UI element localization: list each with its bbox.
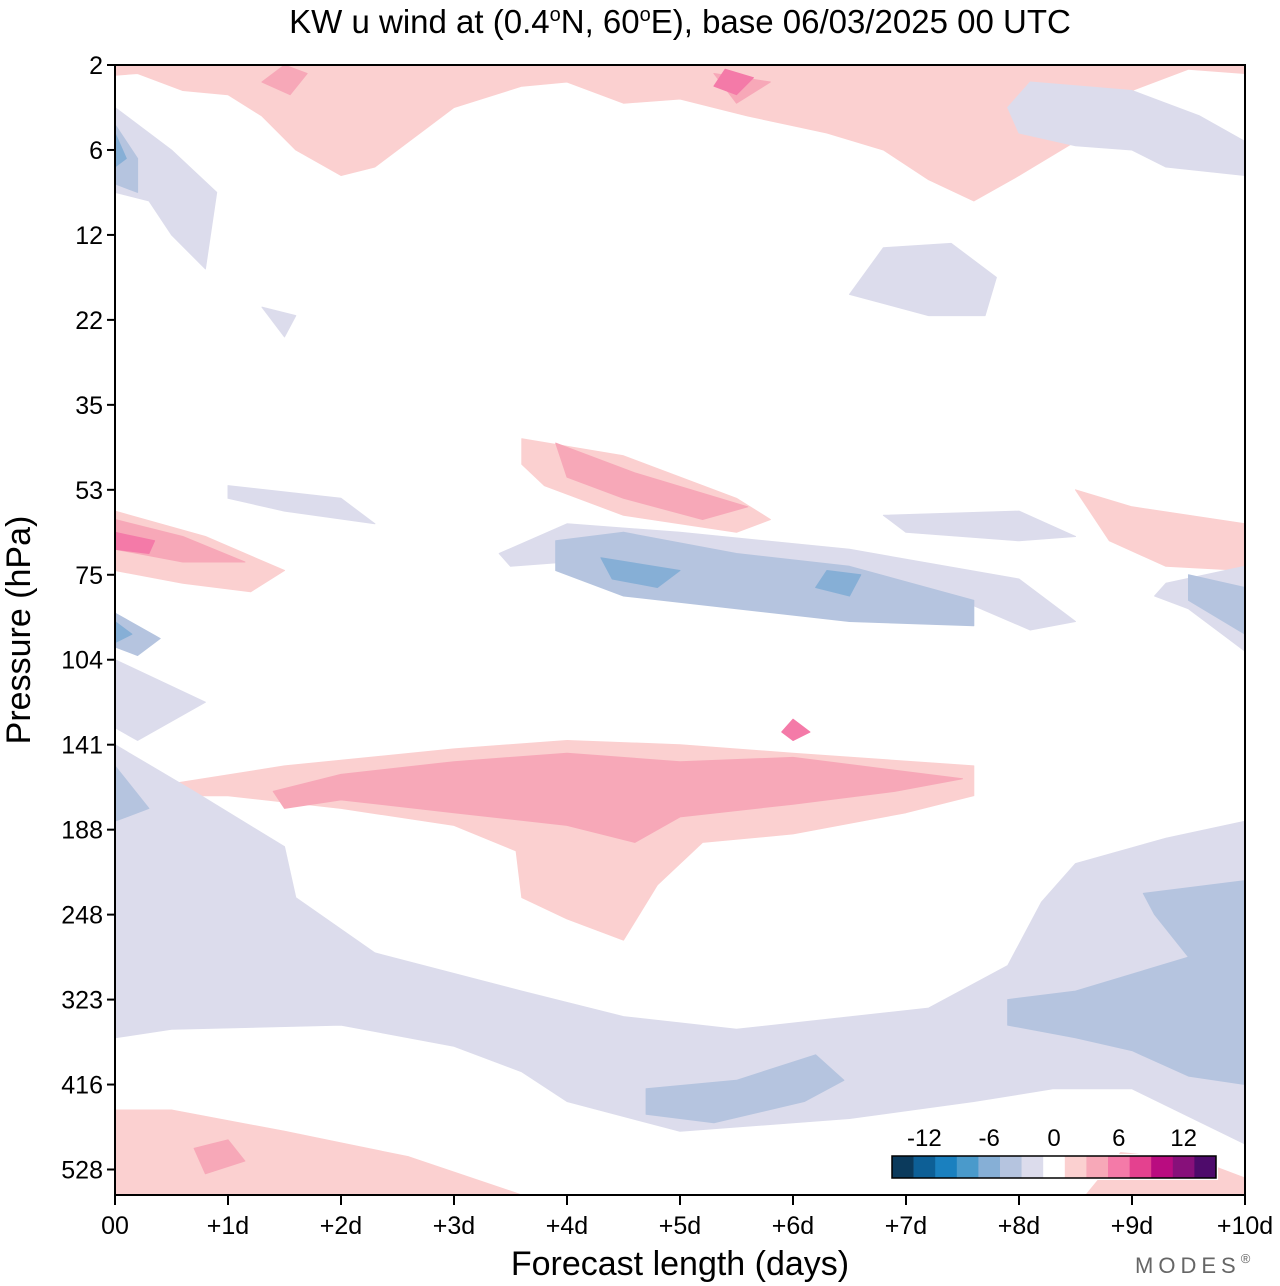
negative-anomaly-level-2-region-3 — [1007, 880, 1245, 1085]
x-tick-label: +1d — [207, 1212, 249, 1240]
colorbar-swatch — [1064, 1156, 1087, 1178]
x-tick-label: +10d — [1217, 1212, 1273, 1240]
negative-anomaly-level-1-region-1 — [115, 744, 1245, 1145]
svg-text:MODES®: MODES® — [1135, 1251, 1251, 1278]
x-axis: 00 +1d +2d +3d +4d +5d +6d +7d +8d +9d +10d — [101, 1195, 1273, 1240]
positive-anomaly-level-2-region-0 — [272, 752, 963, 843]
x-tick-label: +3d — [433, 1212, 475, 1240]
negative-anomaly-level-2-region-4 — [645, 1054, 845, 1124]
colorbar-label: -6 — [979, 1125, 1000, 1152]
colorbar-swatch — [1172, 1156, 1195, 1178]
y-tick-label: 104 — [61, 647, 103, 675]
y-tick-label: 22 — [75, 307, 103, 335]
positive-anomaly-level-3-region-2 — [781, 718, 811, 741]
negative-anomaly-level-1-region-4 — [882, 510, 1076, 542]
colorbar-swatch — [913, 1156, 936, 1178]
negative-anomaly-level-1-region-3 — [227, 485, 376, 525]
x-tick-label: +2d — [320, 1212, 362, 1240]
colorbar-swatch — [1086, 1156, 1109, 1178]
colorbar-label: -12 — [907, 1125, 942, 1152]
x-tick-label: +5d — [659, 1212, 701, 1240]
negative-anomaly-level-1-region-6 — [115, 107, 218, 270]
colorbar-swatch — [892, 1156, 914, 1178]
colorbar-swatch — [1108, 1156, 1130, 1178]
colorbar-swatch — [1043, 1156, 1066, 1178]
y-tick-label: 416 — [61, 1072, 103, 1100]
colorbar-swatch — [978, 1156, 1001, 1178]
x-tick-label: +8d — [998, 1212, 1040, 1240]
y-axis: 2 6 12 22 35 53 75 104 141 188 248 323 416 528 — [61, 52, 115, 1185]
x-axis-label: Forecast length (days) — [511, 1245, 849, 1283]
positive-anomaly-level-3-region-0 — [713, 68, 754, 96]
y-tick-label: 75 — [75, 562, 103, 590]
colorbar-swatch — [1129, 1156, 1152, 1178]
x-tick-label: +4d — [546, 1212, 588, 1240]
negative-anomaly-level-1-region-9 — [261, 306, 297, 338]
title-degree-1: o — [550, 4, 561, 26]
y-tick-label: 6 — [89, 137, 103, 165]
y-tick-label: 188 — [61, 817, 103, 845]
title-lat-suffix: N, 60 — [561, 3, 640, 40]
y-tick-label: 141 — [61, 732, 103, 760]
positive-anomaly-level-2-region-4 — [261, 65, 308, 96]
colorbar-label: 0 — [1047, 1125, 1060, 1152]
svg-text:KW u wind at (0.4oN, 60oE), b: KW u wind at (0.4oN, 60oE), base 06/03/2… — [289, 3, 1071, 40]
negative-anomaly-level-3-region-1 — [815, 570, 862, 597]
chart-title: KW u wind at (0.4oN, 60oE), base 06/03/2… — [289, 3, 1071, 40]
negative-anomaly-level-1-region-0 — [115, 659, 206, 741]
modes-branding: MODES® — [1135, 1251, 1251, 1278]
negative-anomaly-level-2-region-5 — [1188, 574, 1245, 635]
negative-anomaly-level-1-region-7 — [849, 242, 997, 317]
y-tick-label: 528 — [61, 1157, 103, 1185]
negative-anomaly-level-1-region-8 — [1007, 81, 1245, 176]
x-tick-label: 00 — [101, 1212, 129, 1240]
y-tick-label: 323 — [61, 987, 103, 1015]
colorbar: -12 -6 0 6 12 — [890, 1125, 1218, 1180]
positive-anomaly-level-2-region-3 — [193, 1139, 246, 1175]
y-tick-label: 35 — [75, 392, 103, 420]
y-axis-label: Pressure (hPa) — [0, 516, 38, 745]
negative-anomaly-level-2-region-0 — [555, 531, 975, 627]
colorbar-frame — [891, 1155, 1217, 1179]
x-tick-label: +9d — [1111, 1212, 1153, 1240]
colorbar-label: 12 — [1170, 1125, 1197, 1152]
colorbar-swatch — [1151, 1156, 1174, 1178]
negative-anomaly-level-3-region-2 — [115, 621, 133, 644]
colorbar-swatch — [1194, 1156, 1217, 1178]
title-lon-suffix: E), base 06/03/2025 00 UTC — [651, 3, 1071, 40]
positive-anomaly-level-1-region-1 — [115, 1109, 523, 1195]
colorbar-swatch — [1000, 1156, 1022, 1178]
colorbar-label: 6 — [1112, 1125, 1125, 1152]
brand-label: MODES — [1135, 1253, 1241, 1278]
positive-anomaly-level-3-region-1 — [115, 531, 156, 554]
x-tick-label: +7d — [885, 1212, 927, 1240]
colorbar-swatch — [1021, 1156, 1044, 1178]
negative-anomaly-level-3-region-0 — [600, 557, 681, 588]
negative-anomaly-level-3-region-3 — [115, 132, 127, 168]
y-tick-label: 248 — [61, 902, 103, 930]
title-prefix: KW u wind at (0.4 — [289, 3, 549, 40]
positive-anomaly-level-1-region-4 — [1075, 489, 1245, 571]
x-tick-label: +6d — [772, 1212, 814, 1240]
brand-mark: ® — [1241, 1251, 1251, 1266]
heatmap-fields — [115, 65, 1245, 1195]
y-tick-label: 2 — [89, 52, 103, 80]
y-tick-label: 12 — [75, 222, 103, 250]
negative-anomaly-level-2-region-1 — [115, 612, 161, 656]
negative-anomaly-level-2-region-2 — [115, 765, 150, 822]
y-tick-label: 53 — [75, 477, 103, 505]
colorbar-swatch — [956, 1156, 979, 1178]
positive-anomaly-level-2-region-1 — [555, 442, 749, 520]
colorbar-swatch — [935, 1156, 958, 1178]
title-degree-2: o — [640, 4, 651, 26]
